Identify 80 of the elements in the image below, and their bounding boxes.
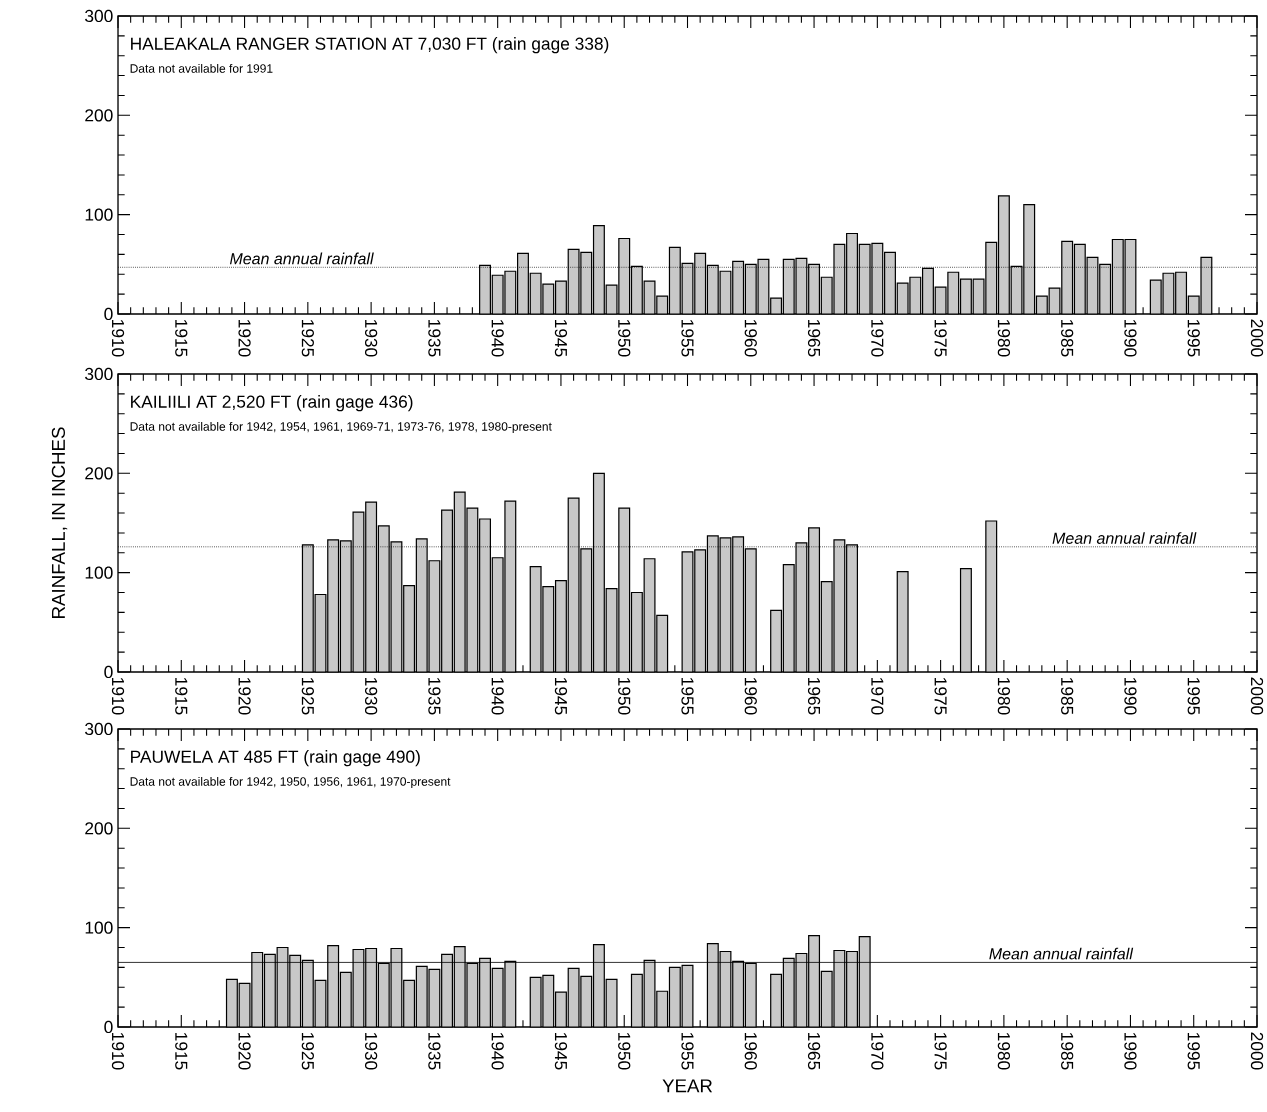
x-axis-title: YEAR	[662, 1079, 713, 1093]
y-tick-label: 100	[85, 921, 113, 934]
x-tick-label: 1950	[618, 678, 631, 715]
y-tick-label: 0	[104, 665, 113, 679]
x-tick-label: 1980	[997, 678, 1011, 715]
y-tick-label: 0	[104, 1020, 113, 1034]
x-tick-label: 1960	[744, 1033, 757, 1070]
y-axis-title: RAINFALL, IN INCHES	[51, 427, 68, 618]
x-tick-label: 1965	[807, 320, 821, 357]
ref-line-label: Mean annual rainfall	[1052, 532, 1197, 544]
x-tick-label: 1975	[934, 320, 947, 357]
text: Data not available for 1991	[130, 63, 273, 73]
x-tick-label: 1940	[491, 320, 504, 357]
x-tick-label: 1950	[618, 1033, 631, 1070]
x-tick-label: 1945	[554, 1033, 568, 1070]
x-tick-label: 1980	[997, 1033, 1011, 1070]
text: Data not available for 1942, 1950, 1956, 1961, 1970-present	[130, 776, 451, 789]
x-tick-label: 1935	[428, 1033, 441, 1070]
text: Data not available for 1942, 1954, 1961, 1969-71, 1973-76, 1978, 1980-present	[130, 421, 552, 434]
y-tick-label: 200	[85, 467, 113, 480]
x-tick-label: 1925	[301, 1033, 314, 1070]
x-tick-label: 1970	[871, 678, 884, 715]
x-tick-label: 1915	[175, 320, 188, 357]
x-tick-label: 1920	[238, 1033, 251, 1070]
x-tick-label: 1980	[997, 320, 1011, 357]
x-tick-label: 1955	[681, 320, 694, 357]
x-tick-label: 1975	[934, 1033, 947, 1070]
x-tick-label: 1930	[364, 320, 378, 357]
x-tick-label: 1985	[1061, 678, 1074, 715]
x-tick-label: 2000	[1250, 677, 1264, 715]
y-tick-label: 0	[104, 307, 113, 321]
x-tick-label: 1945	[554, 320, 568, 357]
x-tick-label: 1910	[111, 678, 125, 715]
y-tick-label: 100	[85, 208, 113, 221]
x-tick-label: 2000	[1250, 1032, 1264, 1070]
y-tick-label: 100	[85, 566, 113, 579]
x-tick-label: 2000	[1250, 319, 1264, 357]
x-tick-label: 1930	[364, 1033, 378, 1070]
x-tick-label: 1965	[807, 678, 821, 715]
x-tick-label: 1985	[1061, 1033, 1074, 1070]
x-tick-label: 1910	[111, 1033, 125, 1070]
x-tick-label: 1960	[744, 320, 757, 357]
y-tick-label: 200	[85, 109, 113, 122]
x-tick-label: 1920	[238, 678, 251, 715]
x-tick-label: 1925	[301, 320, 314, 357]
x-tick-label: 1990	[1124, 678, 1137, 715]
x-tick-label: 1950	[618, 320, 631, 357]
x-tick-label: 1945	[554, 678, 568, 715]
x-tick-label: 1995	[1187, 320, 1200, 357]
y-tick-label: 300	[85, 722, 113, 736]
ref-line-label: Mean annual rainfall	[229, 252, 374, 265]
x-tick-label: 1915	[175, 678, 188, 715]
x-tick-label: 1990	[1124, 320, 1137, 357]
x-tick-label: 1960	[744, 678, 757, 715]
x-tick-label: 1970	[871, 1033, 884, 1070]
y-tick-label: 200	[85, 822, 113, 835]
x-tick-label: 1995	[1187, 678, 1200, 715]
x-tick-label: 1965	[807, 1033, 821, 1070]
x-tick-label: 1930	[364, 678, 378, 715]
x-tick-label: 1985	[1061, 320, 1074, 357]
ref-line-label: Mean annual rainfall	[989, 947, 1134, 960]
x-tick-label: 1955	[681, 678, 694, 715]
x-tick-label: 1915	[175, 1033, 188, 1070]
x-tick-label: 1955	[681, 1033, 694, 1070]
text: PAUWELA AT 485 FT (rain gage 490)	[131, 750, 420, 767]
text: KAILIILI AT 2,520 FT (rain gage 436)	[131, 395, 413, 412]
x-tick-label: 1975	[934, 678, 947, 715]
x-tick-label: 1925	[301, 678, 314, 715]
x-tick-label: 1940	[491, 1033, 504, 1070]
x-tick-label: 1995	[1187, 1033, 1200, 1070]
x-tick-label: 1970	[871, 320, 884, 357]
x-tick-label: 1935	[428, 320, 441, 357]
x-tick-label: 1990	[1124, 1033, 1137, 1070]
y-tick-label: 300	[85, 367, 113, 381]
x-tick-label: 1940	[491, 678, 504, 715]
x-tick-label: 1920	[238, 320, 251, 357]
text: HALEAKALA RANGER STATION AT 7,030 FT (rain gage 338)	[131, 37, 609, 54]
x-tick-label: 1935	[428, 678, 441, 715]
x-tick-label: 1910	[111, 320, 125, 357]
y-tick-label: 300	[85, 9, 113, 23]
